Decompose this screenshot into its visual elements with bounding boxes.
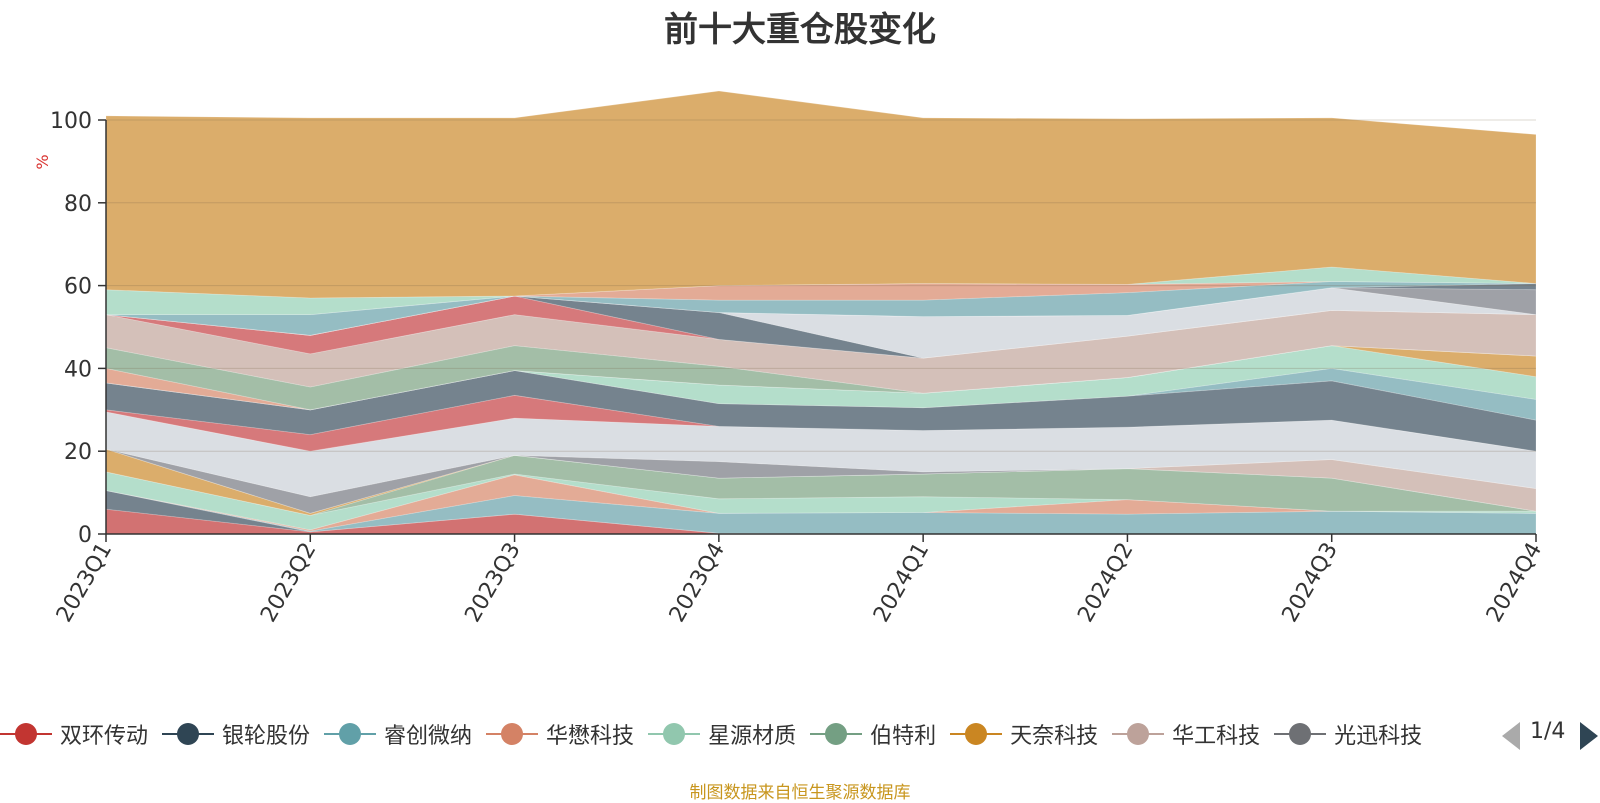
x-tick-label: 2023Q1 bbox=[52, 539, 117, 627]
y-tick-label: 20 bbox=[64, 440, 92, 465]
legend-item-9[interactable]: 光迅科技 bbox=[1274, 716, 1422, 752]
legend-item-6[interactable]: 伯特利 bbox=[810, 716, 936, 752]
legend-marker-icon bbox=[486, 722, 539, 746]
y-tick-label: 40 bbox=[64, 357, 92, 382]
legend-marker-icon bbox=[1112, 722, 1165, 746]
legend-page-indicator: 1/4 bbox=[1530, 719, 1566, 744]
legend-item-4[interactable]: 华懋科技 bbox=[486, 716, 634, 752]
data-source-note: 制图数据来自恒生聚源数据库 bbox=[689, 783, 911, 803]
area-series-8 bbox=[105, 448, 1537, 514]
y-tick-label: 80 bbox=[64, 192, 92, 217]
legend-item-1[interactable]: 双环传动 bbox=[0, 716, 148, 752]
x-tick-label: 2024Q2 bbox=[1073, 539, 1138, 627]
legend-marker-icon bbox=[1274, 722, 1327, 746]
y-tick-label: 60 bbox=[64, 275, 92, 300]
legend-item-5[interactable]: 星源材质 bbox=[648, 716, 796, 752]
stacked-area-chart: 0 20 40 60 80 100% 2023Q1 2023Q2 2023Q3 2023Q4 202… bbox=[33, 90, 1547, 627]
legend-marker-icon bbox=[162, 722, 215, 746]
x-tick-label: 2024Q1 bbox=[869, 539, 934, 627]
legend-prev-arrow-icon[interactable] bbox=[1502, 722, 1520, 750]
legend-marker-icon bbox=[324, 722, 377, 746]
legend-label: 天奈科技 bbox=[1010, 724, 1099, 749]
legend-item-7[interactable]: 天奈科技 bbox=[950, 716, 1098, 752]
legend-item-3[interactable]: 睿创微纳 bbox=[324, 716, 472, 752]
y-tick-label: 0 bbox=[78, 523, 92, 548]
area-series-group bbox=[105, 90, 1537, 535]
legend-next-arrow-icon[interactable] bbox=[1580, 722, 1598, 750]
chart-title: 前十大重仓股变化 bbox=[664, 10, 936, 50]
legend-marker-icon bbox=[648, 722, 701, 746]
legend-marker-icon bbox=[0, 722, 52, 746]
x-tick-label: 2023Q4 bbox=[665, 539, 730, 627]
legend-marker-icon bbox=[950, 722, 1003, 746]
x-tick-label: 2024Q4 bbox=[1482, 539, 1547, 627]
legend-pager: 1/4 bbox=[1500, 716, 1600, 752]
area-series-27 bbox=[105, 90, 1537, 299]
area-series-10 bbox=[105, 411, 1537, 498]
y-tick-label: 100 bbox=[50, 109, 92, 134]
legend-item-8[interactable]: 华工科技 bbox=[1112, 716, 1260, 752]
area-series-12 bbox=[105, 370, 1537, 452]
legend-label: 华工科技 bbox=[1172, 724, 1261, 749]
legend-label: 银轮股份 bbox=[222, 724, 311, 749]
legend: 双环传动 银轮股份 睿创微纳 华懋科技 星源材质 伯特利 天奈科技 华工科技 光迅科技 bbox=[0, 716, 1480, 752]
x-tick-label: 2024Q3 bbox=[1278, 539, 1343, 627]
x-tick-label: 2023Q2 bbox=[256, 539, 321, 627]
legend-label: 睿创微纳 bbox=[384, 724, 473, 749]
area-series-5 bbox=[105, 471, 1537, 531]
x-tick-label: 2023Q3 bbox=[460, 539, 525, 627]
y-axis-label: % bbox=[33, 154, 52, 169]
legend-label: 华懋科技 bbox=[546, 724, 635, 749]
legend-label: 星源材质 bbox=[708, 724, 797, 749]
area-series-18 bbox=[105, 309, 1537, 394]
legend-label: 伯特利 bbox=[870, 724, 937, 749]
legend-label: 双环传动 bbox=[60, 724, 149, 749]
legend-label: 光迅科技 bbox=[1334, 724, 1423, 749]
legend-marker-icon bbox=[810, 722, 863, 746]
legend-item-2[interactable]: 银轮股份 bbox=[162, 716, 310, 752]
